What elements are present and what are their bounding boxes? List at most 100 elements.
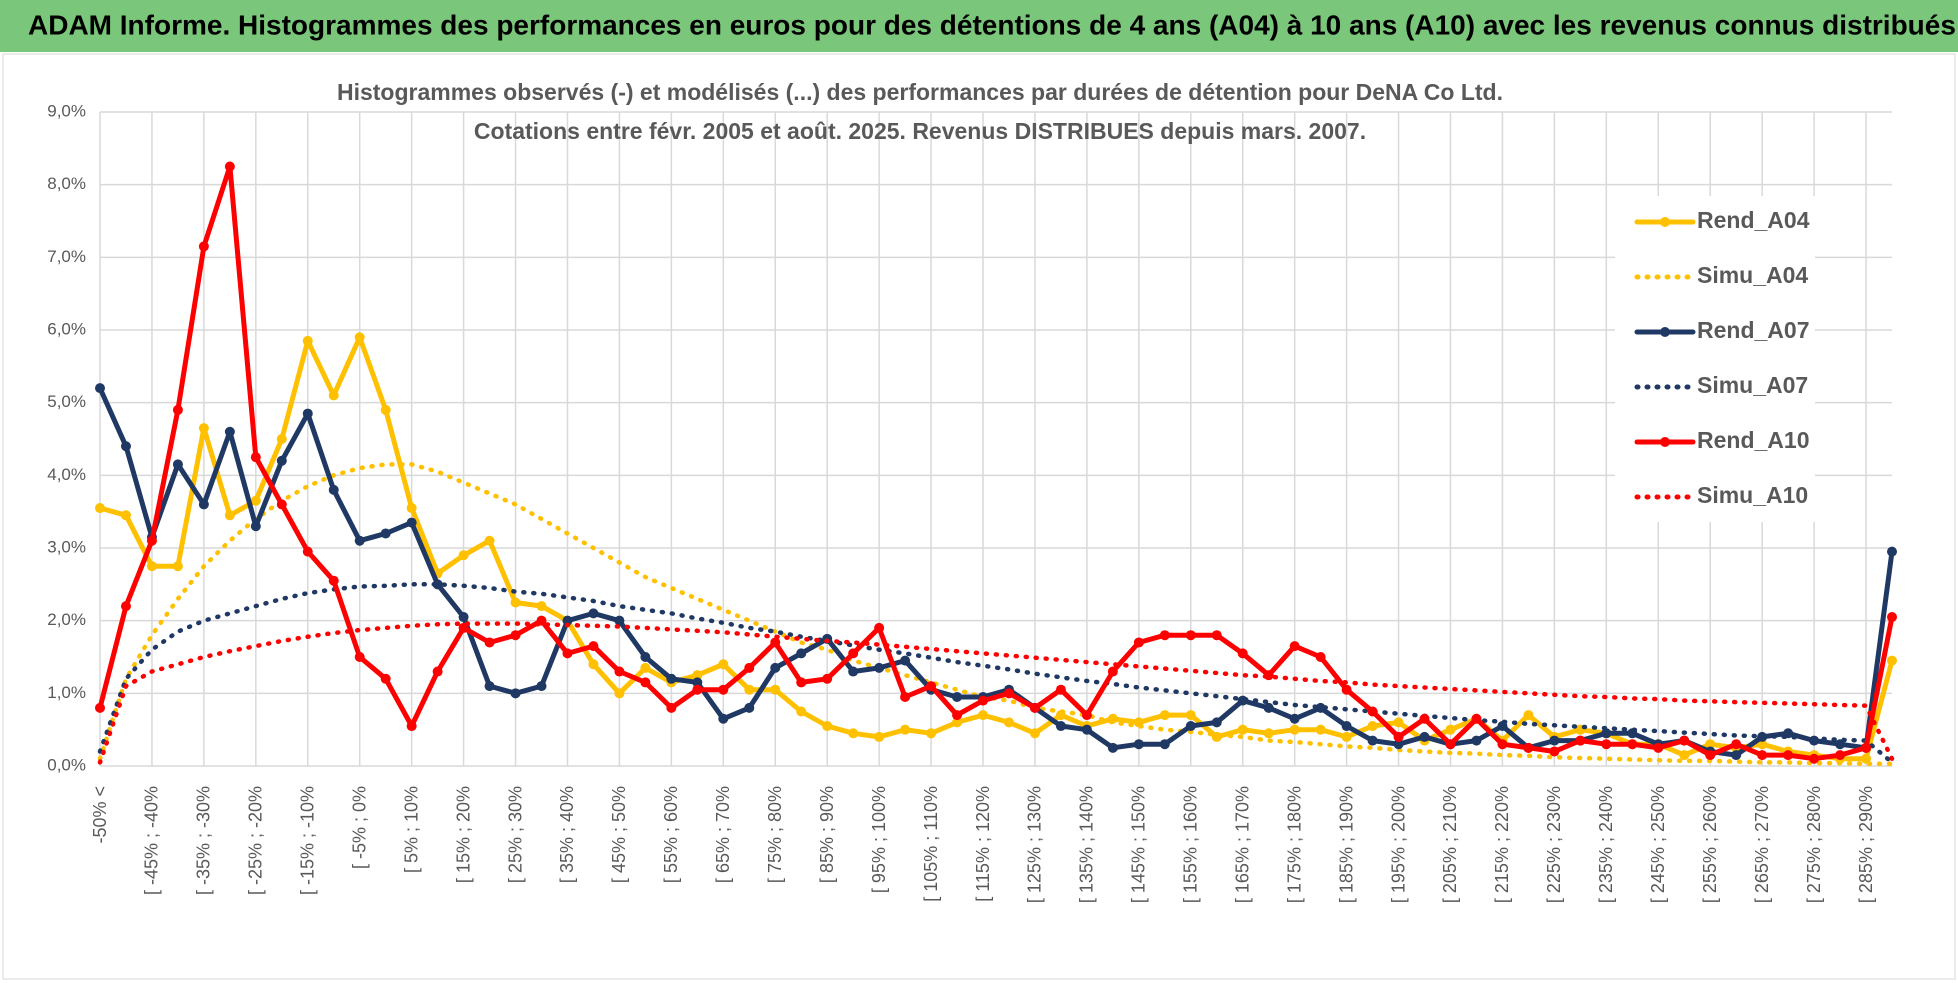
data-point (588, 659, 599, 670)
data-point (1653, 742, 1664, 753)
data-point (900, 655, 911, 666)
data-point (1185, 630, 1196, 641)
data-point (328, 575, 339, 586)
x-tick-label: [ 275% ; 280% (1804, 786, 1824, 903)
legend-label: Rend_A07 (1697, 317, 1809, 343)
data-point (1679, 735, 1690, 746)
data-point (640, 662, 651, 673)
data-point (822, 673, 833, 684)
data-point (666, 702, 677, 713)
data-point (874, 622, 885, 633)
data-point (1419, 731, 1430, 742)
data-point (250, 495, 261, 506)
chart-subtitle: Cotations entre févr. 2005 et août. 2025… (474, 118, 1366, 144)
data-point (1471, 735, 1482, 746)
data-point (198, 499, 209, 510)
x-tick-label: [ -35% ; -30% (194, 786, 214, 895)
data-point (1887, 655, 1897, 666)
data-point (1211, 717, 1222, 728)
data-point (1159, 710, 1170, 721)
data-point (614, 666, 625, 677)
data-point (1341, 721, 1352, 732)
data-point (1315, 724, 1326, 735)
data-point (1185, 721, 1196, 732)
data-point (406, 721, 417, 732)
data-point (796, 648, 807, 659)
x-tick-label: [ 95% ; 100% (869, 786, 889, 893)
x-tick-label: [ 35% ; 40% (557, 786, 577, 883)
data-point (432, 579, 443, 590)
data-point (1029, 728, 1040, 739)
y-tick-label: 1,0% (47, 683, 86, 702)
data-point (1211, 630, 1222, 641)
legend-marker (1660, 327, 1670, 337)
legend-label: Simu_A07 (1697, 372, 1808, 398)
data-point (1445, 724, 1456, 735)
data-point (796, 677, 807, 688)
series-line (97, 334, 1895, 762)
data-point (380, 673, 391, 684)
data-point (302, 335, 313, 346)
x-tick-label: [ 85% ; 90% (817, 786, 837, 883)
data-point (1757, 750, 1768, 761)
data-point (95, 702, 105, 713)
data-point (1367, 721, 1378, 732)
data-point (510, 597, 521, 608)
x-tick-label: [ -25% ; -20% (246, 786, 266, 895)
data-point (1861, 753, 1872, 764)
data-point (744, 684, 755, 695)
data-point (874, 662, 885, 673)
data-point (1107, 666, 1118, 677)
x-tick-label: [ -15% ; -10% (298, 786, 318, 895)
data-point (1341, 731, 1352, 742)
series-line (97, 582, 1895, 765)
data-point (1549, 746, 1560, 757)
header-title: ADAM Informe. Histogrammes des performan… (28, 9, 1956, 40)
x-tick-label: [ 255% ; 260% (1700, 786, 1720, 903)
data-point (1159, 630, 1170, 641)
data-point (172, 459, 183, 470)
data-point (276, 499, 287, 510)
data-point (224, 161, 235, 172)
data-point (562, 648, 573, 659)
data-point (926, 681, 937, 692)
data-point (614, 688, 625, 699)
data-point (120, 510, 131, 521)
data-point (1159, 739, 1170, 750)
data-point (614, 615, 625, 626)
x-tick-label: [ 195% ; 200% (1388, 786, 1408, 903)
data-point (1289, 641, 1300, 652)
data-point (770, 662, 781, 673)
legend-label: Rend_A04 (1697, 207, 1810, 233)
data-point (718, 713, 729, 724)
legend-label: Simu_A04 (1697, 262, 1808, 288)
data-point (1705, 750, 1716, 761)
data-point (1601, 739, 1612, 750)
x-tick-label: [ 105% ; 110% (921, 786, 941, 902)
data-point (198, 423, 209, 434)
series-line (97, 621, 1895, 765)
y-tick-label: 5,0% (47, 392, 86, 411)
data-point (874, 731, 885, 742)
data-point (926, 728, 937, 739)
data-point (822, 721, 833, 732)
data-point (1627, 739, 1638, 750)
data-point (900, 724, 911, 735)
data-point (1315, 702, 1326, 713)
data-point (458, 612, 469, 623)
data-point (770, 684, 781, 695)
data-point (1315, 652, 1326, 662)
data-point (484, 681, 495, 692)
data-point (1835, 750, 1846, 761)
y-tick-label: 3,0% (47, 537, 86, 556)
data-point (1887, 546, 1897, 557)
data-point (796, 706, 807, 717)
x-tick-label: [ 125% ; 130% (1025, 786, 1045, 903)
x-tick-label: [ 15% ; 20% (453, 786, 473, 883)
data-point (380, 404, 391, 415)
y-tick-label: 2,0% (47, 610, 86, 629)
x-tick-label: [ 135% ; 140% (1077, 786, 1097, 903)
data-point (640, 677, 651, 688)
data-point (562, 615, 573, 626)
